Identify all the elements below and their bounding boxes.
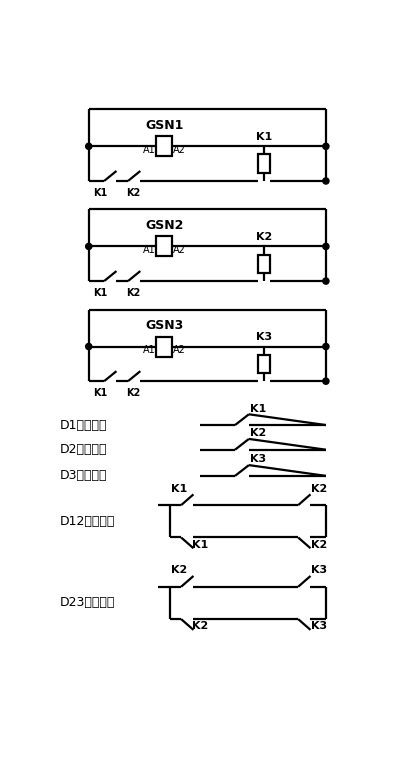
- Bar: [258, 355, 270, 373]
- Text: K2: K2: [311, 484, 327, 493]
- Bar: [156, 236, 172, 256]
- Circle shape: [85, 244, 92, 250]
- Text: D3合闸回路: D3合闸回路: [59, 469, 107, 482]
- Text: D1合闸回路: D1合闸回路: [59, 419, 107, 431]
- Text: K1: K1: [93, 188, 108, 198]
- Circle shape: [323, 244, 329, 250]
- Circle shape: [85, 143, 92, 150]
- Text: A1: A1: [143, 145, 156, 155]
- Text: K1: K1: [256, 132, 272, 142]
- Text: A1: A1: [143, 245, 156, 255]
- Text: D2合闸回路: D2合闸回路: [59, 443, 107, 456]
- Circle shape: [323, 278, 329, 284]
- Text: GSN1: GSN1: [145, 119, 183, 132]
- Bar: [258, 254, 270, 273]
- Circle shape: [323, 143, 329, 150]
- Text: K1: K1: [192, 539, 208, 550]
- Text: GSN2: GSN2: [145, 218, 183, 232]
- Bar: [156, 136, 172, 157]
- Text: K3: K3: [256, 332, 272, 342]
- Text: K2: K2: [192, 622, 208, 631]
- Text: D23合闸回路: D23合闸回路: [59, 597, 115, 609]
- Text: K2: K2: [126, 188, 141, 198]
- Text: K1: K1: [171, 484, 187, 493]
- Bar: [156, 337, 172, 356]
- Circle shape: [323, 178, 329, 184]
- Text: K3: K3: [311, 565, 327, 576]
- Text: A1: A1: [143, 345, 156, 355]
- Circle shape: [323, 344, 329, 349]
- Text: K1: K1: [93, 288, 108, 298]
- Text: K2: K2: [250, 428, 266, 438]
- Text: K2: K2: [126, 388, 141, 398]
- Text: A2: A2: [173, 145, 186, 155]
- Text: K3: K3: [250, 454, 266, 464]
- Text: K2: K2: [171, 565, 187, 576]
- Text: A2: A2: [173, 345, 186, 355]
- Text: A2: A2: [173, 245, 186, 255]
- Text: K3: K3: [311, 622, 327, 631]
- Text: K2: K2: [256, 232, 272, 242]
- Text: K2: K2: [311, 539, 327, 550]
- Text: D12合闸回路: D12合闸回路: [59, 514, 115, 528]
- Circle shape: [323, 378, 329, 384]
- Circle shape: [85, 344, 92, 349]
- Text: K1: K1: [250, 403, 266, 413]
- Text: K2: K2: [126, 288, 141, 298]
- Text: GSN3: GSN3: [145, 319, 183, 332]
- Bar: [258, 154, 270, 173]
- Text: K1: K1: [93, 388, 108, 398]
